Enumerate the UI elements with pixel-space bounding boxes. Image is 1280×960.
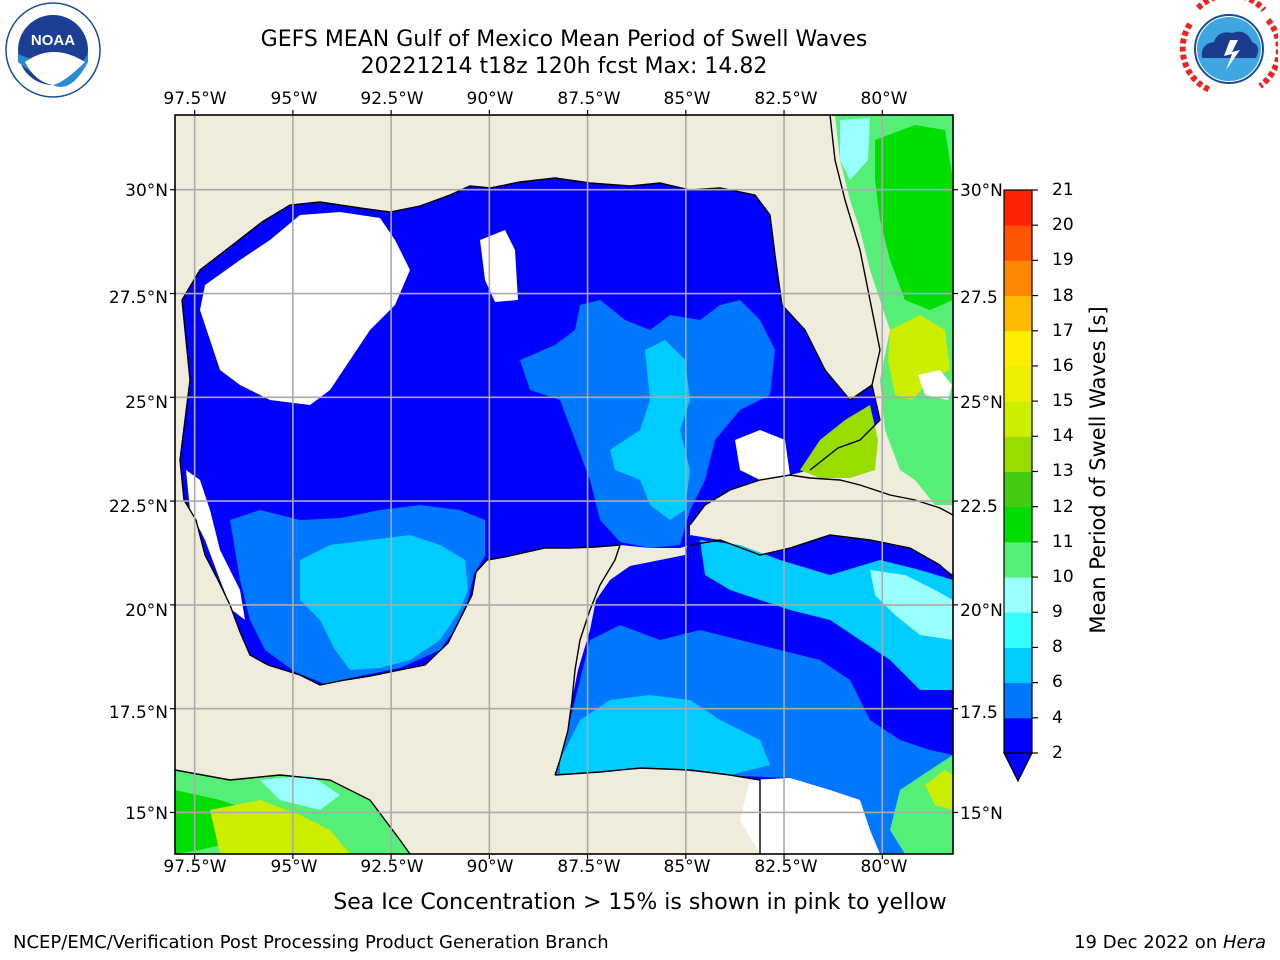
colorbar-tick: 4 bbox=[1052, 708, 1063, 728]
graticule bbox=[175, 115, 953, 854]
blank-caribbean-west bbox=[740, 778, 880, 854]
colorbar-tick: 17 bbox=[1052, 321, 1074, 341]
colorbar-segment bbox=[1004, 401, 1032, 437]
colorbar-label: Mean Period of Swell Waves [s] bbox=[1086, 306, 1110, 634]
colorbar-tick: 19 bbox=[1052, 250, 1074, 270]
blank-shelf-coast-west bbox=[186, 470, 245, 620]
lon-tick-bottom: 87.5°W bbox=[557, 857, 621, 877]
sea-ice-note: Sea Ice Concentration > 15% is shown in … bbox=[0, 890, 1280, 915]
colorbar-segment bbox=[1004, 295, 1032, 332]
lat-tick-left: 27.5°N bbox=[108, 288, 168, 308]
lon-tick-top: 97.5°W bbox=[163, 89, 227, 109]
footer-date: 19 Dec 2022 on Hera bbox=[1074, 932, 1266, 953]
lon-tick-top: 87.5°W bbox=[557, 89, 621, 109]
colorbar-segment bbox=[1004, 647, 1032, 684]
colorbar-extend-min bbox=[1003, 752, 1033, 783]
colorbar-segment bbox=[1004, 365, 1032, 402]
noaa-logo-text: NOAA bbox=[31, 32, 75, 49]
colorbar-tick: 18 bbox=[1052, 286, 1074, 306]
gulf-center-high-region bbox=[610, 340, 690, 520]
lon-tick-top: 92.5°W bbox=[360, 89, 424, 109]
lon-tick-top: 85°W bbox=[663, 89, 711, 109]
lat-tick-left: 15°N bbox=[125, 804, 168, 824]
lat-tick-left: 25°N bbox=[125, 393, 168, 413]
lon-tick-top: 82.5°W bbox=[754, 89, 818, 109]
colorbar-segment bbox=[1004, 541, 1032, 578]
colorbar-segment bbox=[1004, 717, 1032, 754]
atlantic-swell-yellow bbox=[888, 315, 950, 400]
colorbar-tick: 8 bbox=[1052, 637, 1063, 657]
lon-tick-bottom: 80°W bbox=[860, 857, 908, 877]
lat-tick-left: 20°N bbox=[125, 601, 168, 621]
lat-tick-right: 20°N bbox=[960, 601, 1003, 621]
footer-machine: Hera bbox=[1222, 932, 1266, 953]
pacific-swell-cyan bbox=[260, 775, 340, 810]
chart-title: GEFS MEAN Gulf of Mexico Mean Period of … bbox=[260, 27, 868, 52]
colorbar-tick: 11 bbox=[1052, 532, 1074, 552]
colorbar-tick: 14 bbox=[1052, 426, 1074, 446]
lon-tick-bottom: 92.5°W bbox=[360, 857, 424, 877]
colorbar-segment bbox=[1004, 471, 1032, 508]
lon-tick-bottom: 95°W bbox=[270, 857, 318, 877]
lat-tick-right: 17.5 bbox=[960, 703, 998, 723]
lon-tick-bottom: 82.5°W bbox=[754, 857, 818, 877]
florida-straits-swell bbox=[800, 405, 878, 478]
noaa-logo: NOAA bbox=[5, 2, 101, 98]
chart-subtitle: 20221214 t18z 120h fcst Max: 14.82 bbox=[360, 54, 768, 79]
colorbar-segment bbox=[1004, 506, 1032, 543]
colorbar-segment bbox=[1004, 682, 1032, 719]
colorbar bbox=[1003, 189, 1038, 783]
lon-tick-top: 95°W bbox=[270, 89, 318, 109]
lat-tick-left: 22.5°N bbox=[108, 497, 168, 517]
colorbar-segment bbox=[1004, 190, 1032, 226]
colorbar-segment bbox=[1004, 260, 1032, 297]
colorbar-segment bbox=[1004, 577, 1032, 613]
colorbar-tick: 2 bbox=[1052, 743, 1063, 763]
lat-tick-right: 30°N bbox=[960, 181, 1003, 201]
sea-ice-note-text: Sea Ice Concentration > 15% is shown in … bbox=[333, 890, 947, 915]
nws-logo bbox=[1179, 0, 1280, 98]
caribbean-high-region-south bbox=[560, 695, 770, 775]
footer-organization: NCEP/EMC/Verification Post Processing Pr… bbox=[13, 932, 609, 953]
lat-tick-left: 17.5°N bbox=[108, 703, 168, 723]
footer-date-text: 19 Dec 2022 on bbox=[1074, 932, 1223, 953]
colorbar-segment bbox=[1004, 225, 1032, 261]
colorbar-tick: 16 bbox=[1052, 356, 1074, 376]
caribbean-east-yellow bbox=[925, 770, 953, 810]
lon-tick-bottom: 85°W bbox=[663, 857, 711, 877]
lat-tick-right: 22.5 bbox=[960, 497, 998, 517]
colorbar-tick: 12 bbox=[1052, 497, 1074, 517]
atlantic-swell-cyan bbox=[840, 118, 870, 180]
lon-tick-bottom: 97.5°W bbox=[163, 857, 227, 877]
blank-shelf-west bbox=[200, 212, 410, 405]
colorbar-tick: 9 bbox=[1052, 602, 1063, 622]
lat-tick-right: 15°N bbox=[960, 804, 1003, 824]
colorbar-segment bbox=[1004, 330, 1032, 367]
colorbar-tick: 10 bbox=[1052, 567, 1074, 587]
lon-tick-bottom: 90°W bbox=[466, 857, 514, 877]
colorbar-segment bbox=[1004, 436, 1032, 472]
gulf-west-high-region bbox=[300, 535, 468, 670]
colorbar-tick: 13 bbox=[1052, 461, 1074, 481]
lat-tick-right: 25°N bbox=[960, 393, 1003, 413]
map-frame bbox=[174, 114, 954, 855]
blank-shelf-east bbox=[735, 430, 790, 480]
lat-tick-right: 27.5 bbox=[960, 288, 998, 308]
pacific-swell-yellow bbox=[210, 800, 350, 854]
colorbar-tick: 6 bbox=[1052, 672, 1063, 692]
map-tick-marks bbox=[170, 110, 958, 859]
atlantic-blank-patch bbox=[918, 370, 952, 400]
atlantic-swell-green bbox=[875, 125, 953, 310]
lon-tick-top: 80°W bbox=[860, 89, 908, 109]
colorbar-tick: 21 bbox=[1052, 180, 1074, 200]
lon-tick-top: 90°W bbox=[466, 89, 514, 109]
lat-tick-left: 30°N bbox=[125, 181, 168, 201]
colorbar-tick: 15 bbox=[1052, 391, 1074, 411]
colorbar-tick: 20 bbox=[1052, 215, 1074, 235]
colorbar-segment bbox=[1004, 612, 1032, 648]
